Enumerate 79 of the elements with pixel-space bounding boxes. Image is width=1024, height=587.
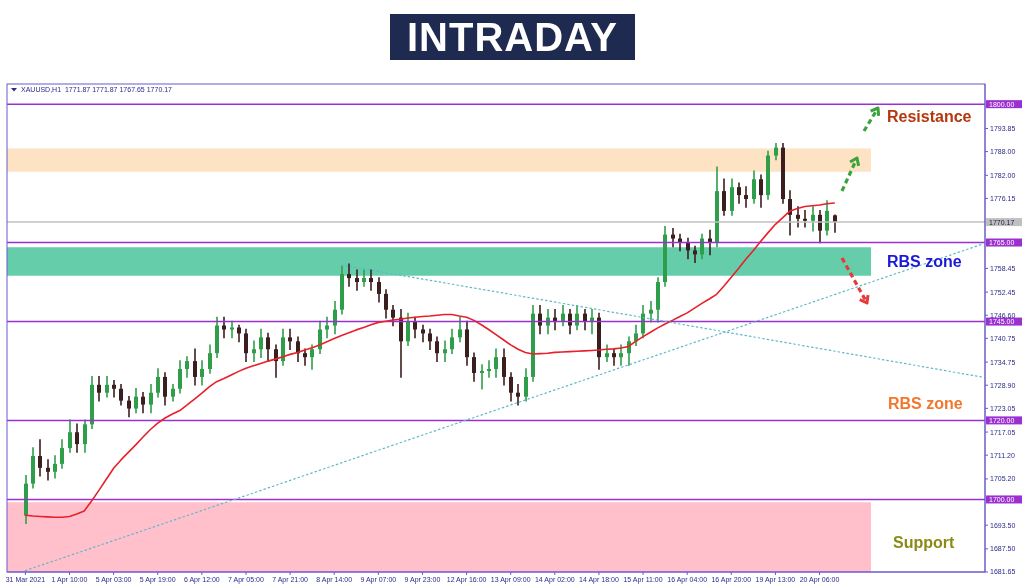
annotation: RBS zone <box>887 253 962 271</box>
candlestick <box>112 380 116 398</box>
candlestick <box>612 348 616 366</box>
candlestick <box>347 263 351 287</box>
candlestick <box>377 277 381 303</box>
candlestick <box>428 328 432 351</box>
candlestick <box>649 301 653 323</box>
candlestick <box>310 344 314 370</box>
candlestick <box>318 320 322 354</box>
candlestick <box>443 340 447 362</box>
candlestick <box>362 269 366 287</box>
candlestick <box>119 384 123 406</box>
candlestick <box>472 352 476 382</box>
candlestick <box>516 384 520 406</box>
candlestick <box>83 419 87 453</box>
candlestick <box>355 269 359 291</box>
candlestick <box>134 387 138 414</box>
candlestick <box>671 227 675 248</box>
candlestick <box>575 304 579 331</box>
candlestick <box>266 332 270 362</box>
candlestick <box>480 364 484 390</box>
candlestick <box>406 312 410 347</box>
candlestick <box>141 391 145 414</box>
candlestick <box>97 376 101 402</box>
candlestick <box>163 372 167 406</box>
candlestick <box>303 348 307 366</box>
candlestick <box>208 344 212 374</box>
candlestick <box>744 186 748 208</box>
annotation: Resistance <box>887 108 972 125</box>
candlestick <box>200 360 204 386</box>
candlestick <box>634 324 638 347</box>
candlestick <box>193 348 197 386</box>
candlestick <box>252 340 256 362</box>
candlestick <box>53 455 57 479</box>
line-series <box>24 243 982 572</box>
candlestick <box>509 372 513 402</box>
candlestick <box>156 368 160 398</box>
candlestick <box>38 439 42 477</box>
candlestick <box>421 324 425 343</box>
candlestick <box>259 328 263 358</box>
candlestick <box>494 348 498 378</box>
candlestick <box>244 328 248 362</box>
candlestick <box>127 395 131 418</box>
candlestick <box>391 304 395 327</box>
chart-title: INTRADAY <box>390 14 635 60</box>
candlestick <box>605 344 609 362</box>
candlestick <box>538 304 542 335</box>
candlestick <box>105 376 109 398</box>
candlestick <box>722 178 726 216</box>
candlestick <box>524 368 528 402</box>
candlestick <box>803 210 807 228</box>
candlestick <box>60 439 64 469</box>
candlestick <box>811 206 815 232</box>
candlestick <box>796 206 800 228</box>
annotation: Support <box>893 534 955 551</box>
candlestick <box>185 356 189 378</box>
candlestick <box>333 301 337 335</box>
candlestick <box>825 200 829 236</box>
candlestick <box>752 170 756 204</box>
candlestick <box>384 289 388 319</box>
annotation: RBS zone <box>888 395 963 412</box>
candlestick <box>450 328 454 354</box>
candlestick <box>46 459 50 481</box>
candlestick <box>737 182 741 204</box>
candlestick <box>487 360 491 378</box>
candlestick <box>693 245 697 264</box>
candlestick <box>369 269 373 291</box>
candlestick <box>502 348 506 386</box>
candlestick <box>149 384 153 414</box>
candlestick <box>730 178 734 216</box>
candlestick <box>178 360 182 394</box>
candlestick <box>75 423 79 453</box>
candlestick <box>281 328 285 366</box>
candlestick <box>68 419 72 453</box>
candlestick <box>435 336 439 362</box>
candlestick <box>619 344 623 366</box>
candlestick <box>759 174 763 208</box>
candlestick <box>458 316 462 343</box>
candlestick <box>288 328 292 351</box>
